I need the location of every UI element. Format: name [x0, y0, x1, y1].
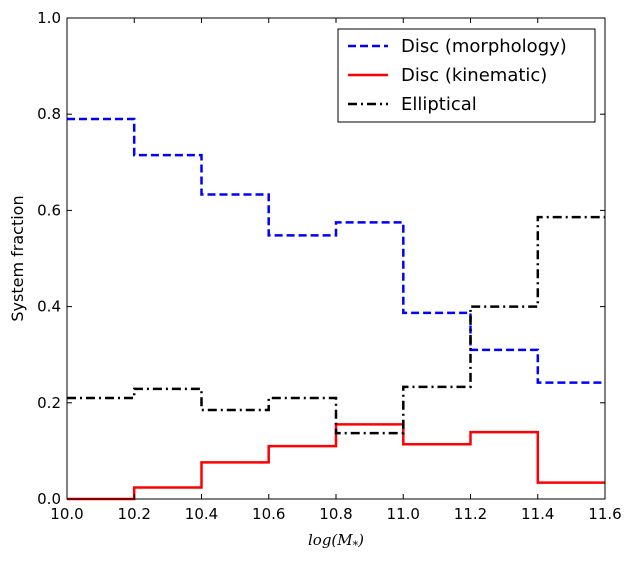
x-tick-label: 10.0	[50, 505, 83, 523]
series-line-0	[67, 117, 605, 384]
x-tick-label: 10.8	[319, 505, 352, 523]
y-tick-label: 0.2	[37, 394, 61, 412]
x-tick-label: 10.6	[252, 505, 285, 523]
x-tick-label: 10.2	[118, 505, 151, 523]
legend-label-1: Disc (kinematic)	[401, 65, 547, 86]
legend-label-0: Disc (morphology)	[401, 36, 567, 57]
y-tick-label: 0.4	[37, 298, 61, 316]
series-line-1	[67, 423, 605, 501]
ticks-layer: 10.0 10.2 10.4 10.6 10.8 11.0 11.2 11.4 11.6 0.0 0…	[37, 9, 622, 523]
legend: Disc (morphology) Disc (kinematic) Ellipti…	[337, 28, 596, 123]
y-tick-label: 0.6	[37, 201, 61, 219]
y-tick-label: 0.0	[37, 490, 61, 508]
x-tick-label: 11.4	[521, 505, 554, 523]
series-layer	[67, 117, 605, 501]
y-tick-label: 0.8	[37, 105, 61, 123]
x-tick-label: 11.2	[454, 505, 487, 523]
legend-label-2: Elliptical	[401, 94, 477, 115]
x-axis-label: log(M*)	[308, 531, 364, 552]
y-axis-label: System fraction	[8, 195, 27, 321]
x-tick-label: 11.6	[588, 505, 621, 523]
y-tick-label: 1.0	[37, 9, 61, 27]
series-line-2	[67, 215, 605, 435]
x-tick-label: 11.0	[387, 505, 420, 523]
x-tick-label: 10.4	[185, 505, 218, 523]
